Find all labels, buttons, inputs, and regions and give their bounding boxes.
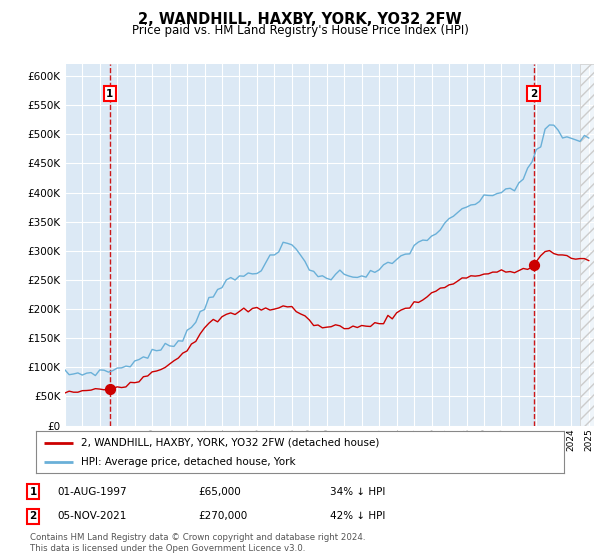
Text: £65,000: £65,000 (198, 487, 241, 497)
Text: 34% ↓ HPI: 34% ↓ HPI (330, 487, 385, 497)
Text: 1: 1 (29, 487, 37, 497)
Text: 2: 2 (29, 511, 37, 521)
Text: HPI: Average price, detached house, York: HPI: Average price, detached house, York (81, 457, 296, 467)
Text: 2, WANDHILL, HAXBY, YORK, YO32 2FW (detached house): 2, WANDHILL, HAXBY, YORK, YO32 2FW (deta… (81, 437, 379, 447)
Point (529, 260, 538, 269)
Text: 05-NOV-2021: 05-NOV-2021 (57, 511, 127, 521)
Text: 01-AUG-1997: 01-AUG-1997 (57, 487, 127, 497)
Text: 42% ↓ HPI: 42% ↓ HPI (330, 511, 385, 521)
Text: Contains HM Land Registry data © Crown copyright and database right 2024.
This d: Contains HM Land Registry data © Crown c… (30, 533, 365, 553)
Text: 1: 1 (106, 88, 113, 99)
Point (105, 384, 115, 393)
Bar (580, 64, 600, 426)
Bar (580, 64, 600, 426)
Text: Price paid vs. HM Land Registry's House Price Index (HPI): Price paid vs. HM Land Registry's House … (131, 24, 469, 36)
Text: £270,000: £270,000 (198, 511, 247, 521)
Text: 2, WANDHILL, HAXBY, YORK, YO32 2FW: 2, WANDHILL, HAXBY, YORK, YO32 2FW (138, 12, 462, 27)
Text: 2: 2 (530, 88, 537, 99)
